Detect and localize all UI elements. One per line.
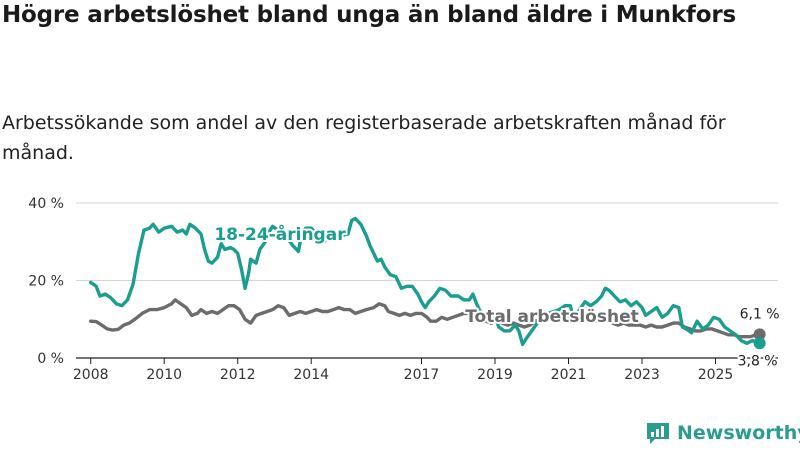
total-unemployment-line bbox=[89, 298, 762, 339]
line-chart: 0 % 20 % 40 % 2008 2010 2012 2014 2017 2019 2021 2… bbox=[28, 196, 781, 383]
chart-subtitle: Arbetssökande som andel av den registerb… bbox=[2, 112, 726, 164]
youth-end-label: 3,8 % bbox=[738, 353, 778, 369]
series-lines bbox=[89, 216, 766, 350]
x-tick-label: 2008 bbox=[73, 367, 109, 383]
chart-title: Högre arbetslöshet bland unga än bland ä… bbox=[2, 2, 736, 28]
chart-labels: 18-24-åringar Total arbetslöshet 6,1 % 3,8 … bbox=[212, 221, 781, 371]
axes: 0 % 20 % 40 % 2008 2010 2012 2014 2017 2019 2021 2… bbox=[28, 196, 778, 383]
youth-unemployment-line bbox=[89, 216, 762, 347]
total-series-label: Total arbetslöshet bbox=[465, 307, 639, 327]
brand-name: Newsworthy bbox=[677, 422, 800, 444]
youth-end-point bbox=[753, 337, 766, 350]
x-tick-label: 2019 bbox=[477, 367, 513, 383]
newsworthy-logo-icon bbox=[647, 423, 669, 444]
x-tick-label: 2021 bbox=[551, 367, 587, 383]
x-tick-label: 2023 bbox=[624, 367, 660, 383]
x-tick-label: 2010 bbox=[146, 367, 182, 383]
y-tick-label: 40 % bbox=[28, 196, 64, 212]
y-tick-label: 0 % bbox=[37, 351, 64, 367]
x-tick-label: 2012 bbox=[220, 367, 256, 383]
total-end-point bbox=[753, 328, 766, 341]
total-end-label: 6,1 % bbox=[740, 306, 780, 322]
grid-lines bbox=[76, 202, 778, 281]
y-tick-label: 20 % bbox=[28, 274, 64, 290]
x-tick-label: 2014 bbox=[293, 367, 329, 383]
x-tick-label: 2017 bbox=[404, 367, 440, 383]
brand-logo: Newsworthy bbox=[645, 420, 800, 446]
youth-series-label: 18-24-åringar bbox=[214, 223, 346, 245]
x-tick-label: 2025 bbox=[698, 367, 734, 383]
